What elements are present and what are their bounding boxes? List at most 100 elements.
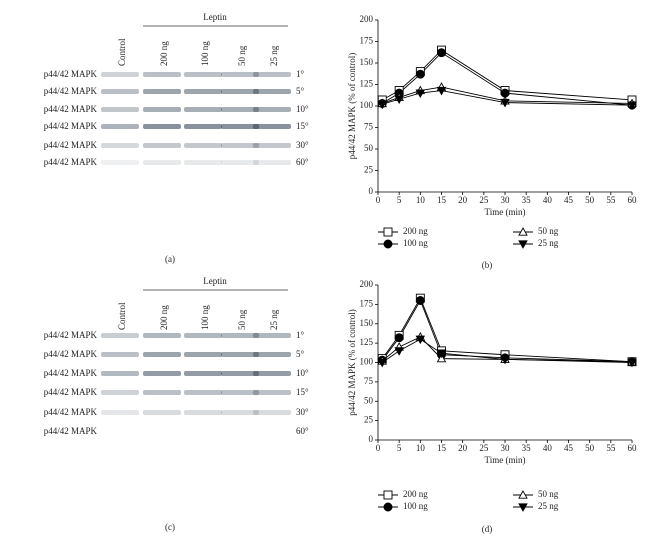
- row-label: p44/42 MAPK: [44, 86, 98, 96]
- x-tick-label: 50: [585, 443, 595, 453]
- legend-label: 25 ng: [538, 238, 559, 248]
- marker: [383, 502, 393, 512]
- blot-band: [221, 371, 259, 376]
- marker: [500, 88, 510, 98]
- time-label: 5°: [296, 349, 305, 359]
- y-tick-label: 175: [360, 298, 374, 308]
- time-label: 15°: [296, 387, 309, 397]
- lane-label: Control: [117, 38, 127, 66]
- time-label: 60°: [296, 426, 309, 436]
- blot-band: [221, 89, 259, 94]
- blot-band: [101, 390, 139, 395]
- x-tick-label: 60: [628, 443, 638, 453]
- blot-band: [184, 107, 222, 112]
- row-label: p44/42 MAPK: [44, 69, 98, 79]
- marker: [415, 296, 425, 305]
- y-tick-label: 200: [360, 14, 374, 24]
- blot-band: [101, 107, 139, 112]
- lane-label: 50 ng: [237, 45, 247, 66]
- lane-label: 200 ng: [159, 41, 169, 66]
- blot-band: [253, 352, 291, 357]
- blot-band: [143, 89, 181, 94]
- blot-band: [221, 160, 259, 165]
- marker: [518, 490, 528, 499]
- blot-band: [221, 333, 259, 338]
- lane-label: 25 ng: [269, 45, 279, 66]
- blot-band: [253, 107, 291, 112]
- blot-band: [221, 410, 259, 415]
- x-tick-label: 15: [437, 443, 447, 453]
- time-label: 60°: [296, 157, 309, 167]
- x-tick-label: 20: [458, 195, 468, 205]
- x-tick-label: 50: [585, 195, 595, 205]
- blot-band: [253, 333, 291, 338]
- blot-band: [101, 160, 139, 165]
- row-label: p44/42 MAPK: [44, 157, 98, 167]
- blot-band: [253, 89, 291, 94]
- panel-caption: (d): [482, 524, 493, 534]
- marker: [383, 490, 393, 500]
- blot-band: [221, 143, 259, 148]
- blot-band: [101, 143, 139, 148]
- x-tick-label: 5: [397, 195, 402, 205]
- blot-band: [101, 352, 139, 357]
- time-label: 10°: [296, 104, 309, 114]
- blot-band: [143, 333, 181, 338]
- lane-label: 50 ng: [237, 309, 247, 330]
- marker: [436, 353, 447, 363]
- x-tick-label: 20: [458, 443, 468, 453]
- marker: [627, 358, 637, 368]
- blot-band: [184, 390, 222, 395]
- x-tick-label: 60: [628, 195, 638, 205]
- x-tick-label: 25: [479, 443, 489, 453]
- y-tick-label: 100: [360, 357, 374, 367]
- blot-band: [221, 124, 259, 129]
- marker: [627, 101, 637, 111]
- blot-band: [101, 72, 139, 77]
- blot-band: [184, 143, 222, 148]
- lane-label: 100 ng: [200, 305, 210, 330]
- time-label: 15°: [296, 121, 309, 131]
- x-tick-label: 30: [501, 443, 511, 453]
- blot-band: [253, 390, 291, 395]
- blot-band: [253, 72, 291, 77]
- blot-band: [143, 143, 181, 148]
- lane-label: 25 ng: [269, 309, 279, 330]
- row-label: p44/42 MAPK: [44, 330, 98, 340]
- marker: [500, 355, 510, 365]
- blot-header: Leptin: [203, 276, 227, 286]
- series-line: [381, 299, 633, 363]
- lane-label: 200 ng: [159, 305, 169, 330]
- x-tick-label: 0: [376, 195, 381, 205]
- y-tick-label: 25: [364, 415, 374, 425]
- x-tick-label: 55: [606, 443, 616, 453]
- blot-band: [184, 124, 222, 129]
- y-axis-label: p44/42 MAPK (% of control): [347, 53, 357, 160]
- y-tick-label: 150: [360, 318, 374, 328]
- blot-band: [143, 107, 181, 112]
- blot-band: [221, 352, 259, 357]
- blot-band: [101, 124, 139, 129]
- lane-label: Control: [117, 302, 127, 330]
- blot-band: [184, 410, 222, 415]
- marker: [518, 240, 528, 249]
- marker: [383, 227, 393, 237]
- series-line: [381, 338, 633, 363]
- x-tick-label: 10: [416, 443, 426, 453]
- marker: [394, 95, 404, 105]
- time-label: 1°: [296, 69, 305, 79]
- blot-band: [184, 352, 222, 357]
- legend-label: 25 ng: [538, 501, 559, 511]
- y-tick-label: 125: [360, 79, 374, 89]
- blot-band: [143, 72, 181, 77]
- blot-band: [184, 160, 222, 165]
- row-label: p44/42 MAPK: [44, 140, 98, 150]
- blot-band: [143, 371, 181, 376]
- marker: [518, 227, 528, 236]
- legend-label: 200 ng: [403, 226, 428, 236]
- x-axis-label: Time (min): [485, 455, 526, 465]
- y-tick-label: 50: [364, 395, 374, 405]
- x-tick-label: 0: [376, 443, 381, 453]
- x-tick-label: 5: [397, 443, 402, 453]
